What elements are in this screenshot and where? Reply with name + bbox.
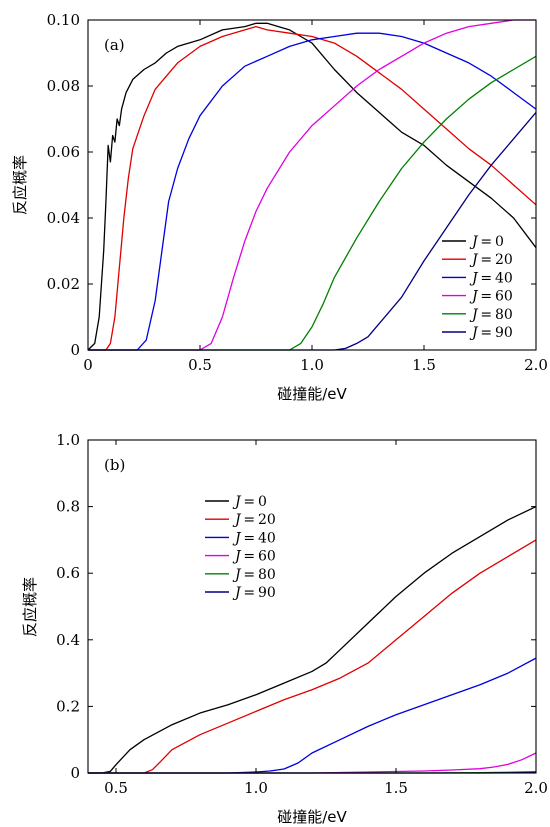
chart-a-x-tick-label: 0 [83,356,93,374]
chart-a-legend-entry: J = 90 [469,325,513,341]
chart-a-y-tick-label: 0.08 [47,77,80,95]
chart-b-legend: J = 0 J = 20 J = 40 J = 60 J = 80 J = 90 [205,494,276,601]
chart-b-panel-label: (b) [104,456,125,474]
chart-b-series-group [88,506,537,774]
chart-a-legend-entry: J = 60 [469,289,513,305]
chart-b-y-tick-label: 0.6 [56,564,80,582]
chart-b-x-tick-label: 2.0 [524,779,548,797]
chart-a-legend-entry: J = 40 [469,270,513,286]
chart-a-series-line-j20 [88,25,537,351]
chart-b-ticks: 0.5 1.0 1.5 2.0 0 0.2 0.4 0.6 0.8 1.0 [56,431,548,797]
chart-a-series-line-j0 [87,22,537,351]
chart-a-panel-label: (a) [104,36,125,54]
chart-b-y-tick-label: 0.4 [56,631,80,649]
chart-b-y-tick-label: 1.0 [56,431,80,449]
chart-a-x-tick-label: 1.0 [300,356,324,374]
chart-b-y-tick-label: 0.2 [56,697,80,715]
chart-a-x-tick-label: 2.0 [524,356,548,374]
chart-b-x-tick-label: 1.0 [244,779,268,797]
chart-a-series-line-j90 [88,111,537,351]
chart-b-series-line-j0 [88,506,537,774]
chart-b-y-tick-label: 0 [70,764,80,782]
chart-a-legend-entry: J = 80 [469,307,513,323]
chart-b-plot-frame [87,439,537,774]
chart-a-series-line-j60 [88,19,536,351]
chart-b-y-axis-title: 反应概率 [21,577,39,637]
chart-b-legend-entry: J = 60 [232,549,276,565]
chart-b-y-tick-label: 0.8 [56,498,80,516]
chart-panel-b: 0.5 1.0 1.5 2.000.20.40.60.81.0 (b) 碰撞能/eV … [21,431,548,826]
chart-b-legend-entry: J = 80 [232,567,276,583]
chart-a-series-group [87,19,537,351]
chart-b-series-line-j20 [88,539,537,774]
chart-a-y-tick-label: 0 [70,341,80,359]
chart-panel-a: 0 0.5 1.0 1.5 2.0 0 0.02 0.04 0.06 0.08 0.10 (a) 碰… [11,11,548,403]
chart-a-legend-entry: J = 0 [469,234,504,250]
chart-a-y-tick-label: 0.10 [47,11,80,29]
chart-a-legend: J = 0 J = 20 J = 40 J = 60 J = 80 J = 90 [442,234,513,341]
chart-a-series-line-j40 [88,32,537,351]
chart-a-x-axis-title: 碰撞能/eV [277,385,347,403]
chart-b-series-line-j40 [88,657,537,774]
chart-a-series-line-j80 [88,55,537,351]
chart-b-legend-entry: J = 20 [232,512,276,528]
chart-b-legend-entry: J = 0 [232,494,267,510]
chart-a-x-tick-label: 1.5 [412,356,436,374]
chart-b-x-axis-title: 碰撞能/eV [277,808,347,826]
chart-a-legend-entry: J = 20 [469,252,513,268]
chart-a-y-tick-label: 0.04 [47,209,80,227]
chart-a-y-axis-title: 反应概率 [11,155,29,215]
chart-a-y-tick-label: 0.02 [47,275,80,293]
chart-b-legend-entry: J = 40 [232,530,276,546]
chart-b-x-tick-label: 0.5 [104,779,128,797]
chart-b-series-line-j60 [88,752,537,774]
chart-a-ticks: 0 0.5 1.0 1.5 2.0 0 0.02 0.04 0.06 0.08 0.10 [47,11,548,374]
chart-b-x-tick-label: 1.5 [384,779,408,797]
chart-a-x-tick-label: 0.5 [188,356,212,374]
chart-b-legend-entry: J = 90 [232,585,276,601]
chart-a-y-tick-label: 0.06 [47,143,80,161]
